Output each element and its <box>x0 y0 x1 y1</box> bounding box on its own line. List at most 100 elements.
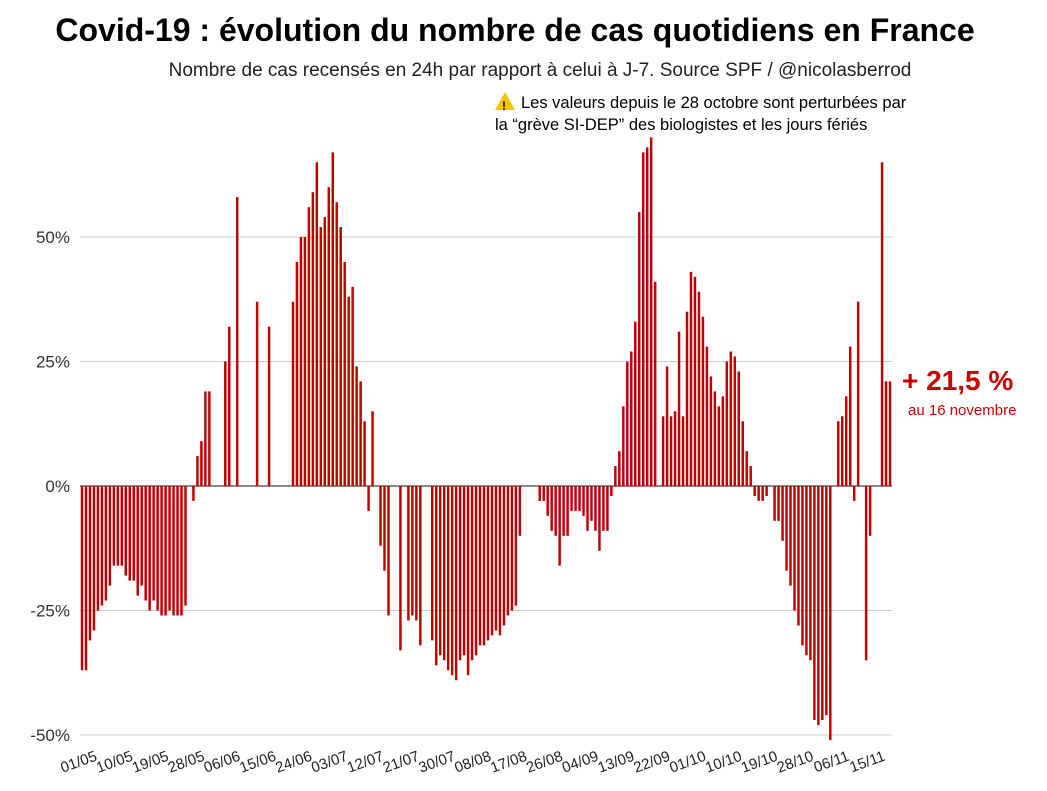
bar <box>518 486 522 536</box>
bar <box>152 486 155 601</box>
bar <box>446 486 450 671</box>
bar <box>630 351 633 486</box>
note-line-2: la “grève SI-DEP” des biologistes et les… <box>495 116 868 134</box>
bar <box>168 486 171 611</box>
bar <box>339 227 342 487</box>
bar <box>701 316 705 486</box>
bar <box>713 391 717 486</box>
bar <box>765 486 768 496</box>
bar <box>192 486 195 501</box>
bar <box>96 486 100 611</box>
bar <box>598 486 601 551</box>
bar <box>148 486 151 611</box>
note-line-1: Les valeurs depuis le 28 octobre sont pe… <box>521 94 907 112</box>
x-tick-label: 10/05 <box>94 748 135 777</box>
bar <box>558 486 561 566</box>
bar <box>789 486 792 586</box>
bar <box>562 486 565 536</box>
bar <box>841 416 844 486</box>
bar <box>347 296 350 486</box>
bar <box>112 486 116 566</box>
bar <box>829 486 832 740</box>
bar <box>538 486 541 501</box>
bar <box>363 421 366 486</box>
x-tick-label: 01/05 <box>58 748 99 777</box>
bar <box>781 486 784 541</box>
bar <box>235 197 239 486</box>
bar <box>172 486 175 616</box>
bar <box>753 486 756 496</box>
bar <box>387 486 390 616</box>
bar <box>482 486 486 646</box>
bar <box>474 486 478 656</box>
x-tick-label: 10/10 <box>703 748 744 777</box>
bar <box>693 276 697 486</box>
bar <box>343 261 346 486</box>
callout-date: au 16 novembre <box>908 402 1017 419</box>
bar <box>689 271 693 486</box>
bar <box>578 486 581 511</box>
bar <box>717 406 721 486</box>
bar <box>685 311 689 486</box>
x-tick-label: 22/09 <box>631 748 672 777</box>
bar <box>673 411 677 486</box>
bar <box>224 361 227 486</box>
bar <box>104 486 108 601</box>
bar <box>626 361 629 486</box>
bar <box>852 486 856 501</box>
y-tick-label: -50% <box>30 726 70 745</box>
warning-icon: ! <box>495 92 515 113</box>
bar <box>817 486 820 726</box>
bar <box>502 486 506 626</box>
bar <box>462 486 466 656</box>
bar <box>777 486 780 521</box>
bar <box>634 321 637 486</box>
x-tick-label: 19/05 <box>130 748 171 777</box>
bar <box>721 396 725 486</box>
bar <box>785 486 788 571</box>
bar <box>442 486 446 661</box>
bar <box>848 346 852 486</box>
x-tick-label: 19/10 <box>739 748 780 777</box>
bar <box>809 486 812 661</box>
x-axis-labels: 01/0510/0519/0528/0506/0615/0624/0603/07… <box>58 748 887 777</box>
bar <box>542 486 545 501</box>
bar <box>407 486 410 621</box>
bar <box>371 411 374 486</box>
bar <box>399 486 402 651</box>
bar <box>582 486 585 516</box>
bar <box>295 261 299 486</box>
grid-lines <box>80 236 892 736</box>
bar <box>454 486 458 681</box>
bar <box>749 466 752 486</box>
bar <box>80 486 84 671</box>
bar <box>291 301 295 486</box>
bar <box>470 486 474 661</box>
bar <box>116 486 120 566</box>
x-tick-label: 04/09 <box>560 748 601 777</box>
x-tick-label: 01/10 <box>667 748 708 777</box>
x-tick-label: 06/11 <box>812 748 852 776</box>
bar <box>419 486 422 646</box>
bar <box>327 187 331 486</box>
bar <box>196 456 199 486</box>
bar <box>132 486 135 581</box>
x-tick-label: 28/10 <box>775 748 816 777</box>
bar <box>825 486 828 716</box>
bar <box>868 486 872 536</box>
bar <box>669 416 673 486</box>
bar <box>729 351 733 486</box>
bar <box>570 486 573 511</box>
bar <box>311 192 315 486</box>
x-tick-label: 13/09 <box>596 748 637 777</box>
bar <box>506 486 510 616</box>
x-tick-label: 08/08 <box>452 748 493 777</box>
bar <box>84 486 88 671</box>
bar <box>606 486 609 531</box>
bar <box>546 486 549 516</box>
x-tick-label: 12/07 <box>345 748 386 777</box>
bar <box>837 421 840 486</box>
bar <box>821 486 824 721</box>
y-tick-label: 0% <box>45 477 70 496</box>
x-tick-label: 26/08 <box>524 748 565 777</box>
